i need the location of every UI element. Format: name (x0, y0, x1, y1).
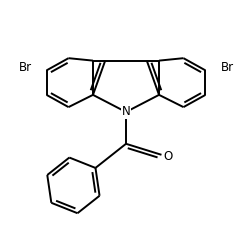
Text: N: N (122, 106, 130, 119)
Text: Br: Br (221, 62, 234, 75)
Text: O: O (164, 150, 173, 163)
Text: Br: Br (19, 62, 32, 75)
